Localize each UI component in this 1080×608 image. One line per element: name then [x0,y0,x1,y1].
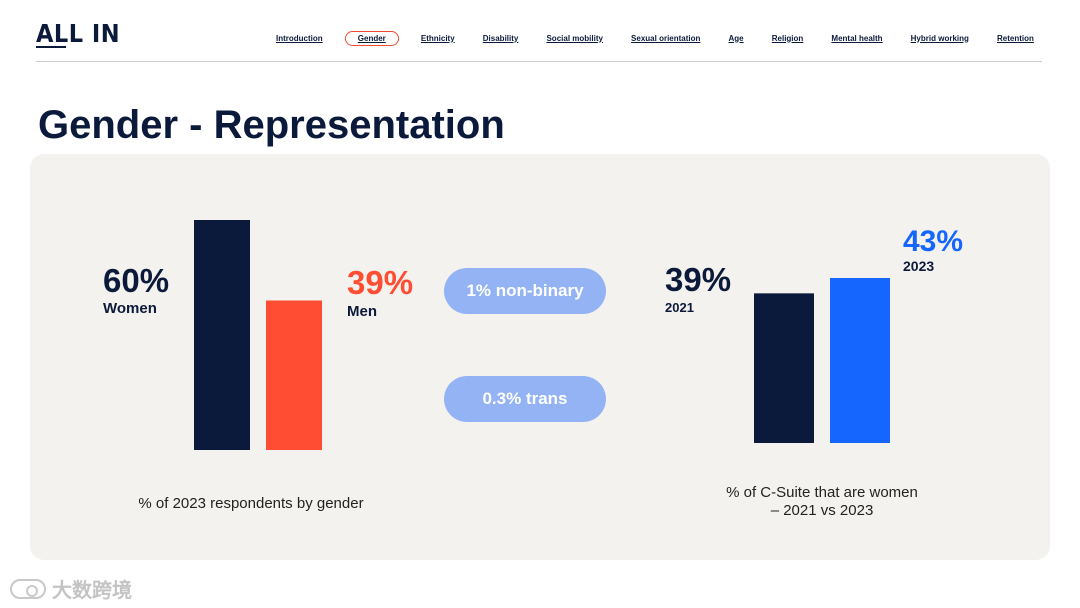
logo-underline [36,46,66,48]
nav-social-mobility[interactable]: Social mobility [546,33,603,43]
csuite-caption-line-2: – 2021 vs 2023 [771,502,874,519]
nav-religion[interactable]: Religion [771,33,804,43]
page-title: Gender - Representation [38,103,505,147]
gender-chart: 60% Women 39% Men % of 2023 respondents … [103,220,413,512]
bar-2023 [830,278,890,443]
nav-age[interactable]: Age [728,33,744,43]
category-label-men: Men [347,303,377,320]
nav-disability[interactable]: Disability [482,33,519,43]
nav-introduction[interactable]: Introduction [276,33,323,43]
nav-retention[interactable]: Retention [997,33,1034,43]
gender-chart-caption: % of 2023 respondents by gender [138,495,363,512]
nav-sexual-orientation[interactable]: Sexual orientation [631,33,701,43]
value-label-men: 39% [347,264,413,301]
nav-hybrid-working[interactable]: Hybrid working [910,33,969,43]
header-divider [36,61,1042,62]
watermark: 大数跨境 [10,574,132,603]
watermark-text: 大数跨境 [52,580,132,602]
csuite-chart: 39% 2021 43% 2023 % of C-Suite that are … [665,225,963,519]
nav-mental-health[interactable]: Mental health [831,33,883,43]
bar-women [194,220,250,450]
value-label-women: 60% [103,262,169,299]
nav-gender[interactable]: Gender [344,30,399,46]
category-label-women: Women [103,300,157,317]
watermark-logo-icon [10,578,46,599]
bar-2021 [754,293,814,443]
nav-ethnicity[interactable]: Ethnicity [420,33,455,43]
csuite-caption-line-1: % of C-Suite that are women [726,484,918,501]
category-label-2023: 2023 [903,258,934,274]
value-label-2023: 43% [903,225,963,258]
trans-pill: 0.3% trans [444,376,606,422]
category-label-2021: 2021 [665,300,694,315]
value-label-2021: 39% [665,261,731,298]
top-navigation: Introduction Gender Ethnicity Disability Soc… [270,30,1040,46]
bar-men [266,300,322,450]
all-in-logo[interactable]: ALL IN [36,19,121,48]
non-binary-pill: 1% non-binary [444,268,606,314]
